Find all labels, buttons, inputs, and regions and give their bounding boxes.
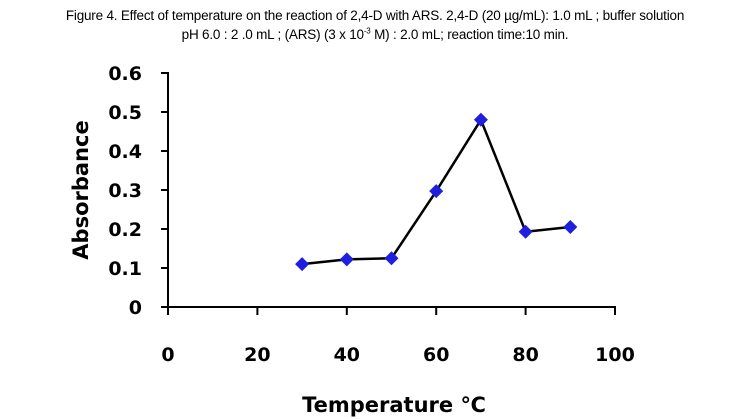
y-tick-label: 0.1 (108, 258, 142, 280)
y-tick-label: 0.3 (108, 180, 142, 202)
x-tick-label: 80 (512, 344, 538, 366)
x-tick-label: 0 (161, 344, 174, 366)
x-axis-title: Temperature ℃ (302, 393, 486, 417)
caption-exponent: -3 (363, 26, 371, 36)
y-axis-ticks: 0 0.1 0.2 0.3 0.4 0.5 0.6 (108, 63, 168, 319)
data-series (295, 112, 578, 272)
x-tick-label: 40 (334, 344, 360, 366)
data-point-marker (429, 184, 444, 199)
y-tick-label: 0.2 (108, 219, 142, 241)
x-tick-label: 20 (244, 344, 270, 366)
y-tick-label: 0.5 (108, 102, 142, 124)
data-point-marker (384, 251, 399, 266)
x-tick-label: 100 (595, 344, 635, 366)
data-point-marker (339, 252, 354, 267)
y-tick-label: 0.6 (108, 63, 142, 85)
data-point-marker (518, 224, 533, 239)
data-point-marker (473, 112, 488, 127)
caption-line-1: Figure 4. Effect of temperature on the r… (65, 8, 685, 23)
y-tick-label: 0 (129, 297, 142, 319)
figure-caption: Figure 4. Effect of temperature on the r… (0, 6, 750, 44)
caption-line-2: pH 6.0 : 2 .0 mL ; (ARS) (3 x 10-3 M) : … (0, 25, 750, 44)
axes-group (167, 72, 616, 315)
data-point-marker (563, 220, 578, 235)
y-tick-label: 0.4 (108, 141, 142, 163)
x-axis-ticks: 0 20 40 60 80 100 (161, 307, 635, 366)
data-point-marker (295, 257, 310, 272)
caption-line-2-rest: M) : 2.0 mL; reaction time:10 min. (370, 27, 569, 42)
x-tick-label: 60 (423, 344, 449, 366)
caption-line-2-text: pH 6.0 : 2 .0 mL ; (ARS) (3 x 10 (181, 27, 364, 42)
y-axis-title: Absorbance (69, 120, 93, 259)
